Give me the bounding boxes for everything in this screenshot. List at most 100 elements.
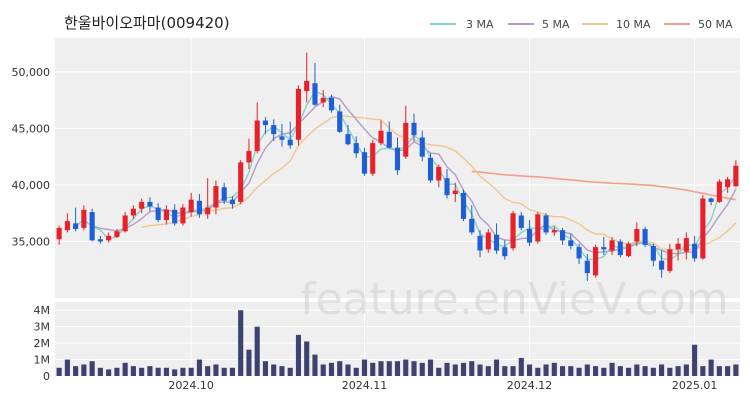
candle-body	[328, 97, 335, 111]
volume-bar	[725, 366, 731, 376]
volume-bar	[535, 367, 541, 376]
candle-body	[172, 209, 178, 224]
volume-bar	[81, 364, 87, 376]
volume-bar	[64, 359, 70, 376]
candle	[609, 236, 615, 256]
candle-body	[568, 240, 574, 246]
candle-body	[634, 229, 640, 242]
volume-bar	[188, 367, 194, 376]
candle-body	[196, 200, 202, 215]
price-y-axis: 35,000 40,000 45,000 50,000	[12, 66, 51, 249]
candle	[73, 207, 79, 232]
candle-body	[626, 243, 632, 257]
candle	[147, 197, 153, 211]
volume-bar	[345, 364, 351, 376]
candle	[700, 195, 706, 260]
candle-body	[370, 143, 376, 174]
chart-legend: 3 MA 5 MA 10 MA 50 MA	[430, 18, 733, 31]
volume-bar	[287, 367, 293, 376]
ma50-line	[471, 170, 736, 201]
candle-body	[229, 199, 235, 205]
candle-body	[295, 88, 302, 140]
candle	[89, 208, 95, 242]
volume-bar	[411, 361, 417, 376]
candle	[469, 205, 475, 235]
candle	[81, 205, 87, 231]
volume-bar	[238, 310, 244, 376]
candle	[254, 102, 260, 154]
volume-bar	[493, 359, 500, 376]
candle-body	[139, 201, 145, 209]
candle	[427, 153, 434, 183]
volume-bar	[634, 364, 640, 376]
candle-body	[411, 122, 417, 136]
candle-body	[502, 247, 508, 257]
candle-body	[692, 243, 698, 259]
candle	[370, 139, 376, 176]
candle-body	[155, 207, 161, 220]
volume-bar	[386, 361, 392, 376]
candle-body	[444, 178, 450, 196]
candle-body	[576, 247, 582, 259]
volume-bar	[328, 362, 335, 376]
candle	[155, 203, 161, 223]
candle	[543, 213, 549, 235]
volume-bar	[262, 361, 269, 376]
candle	[229, 196, 235, 209]
volume-bar	[361, 359, 368, 376]
volume-bar	[485, 366, 491, 376]
candle-body	[427, 157, 434, 181]
volume-bar	[593, 366, 599, 376]
volume-bar	[213, 364, 219, 376]
volume-bar	[155, 367, 161, 376]
volume-bar	[378, 361, 384, 376]
candle-body	[609, 240, 615, 251]
candle-body	[485, 232, 491, 250]
candle-body	[213, 186, 219, 208]
candle-body	[97, 239, 103, 242]
volume-bar	[163, 367, 169, 376]
candle	[518, 212, 524, 231]
candle	[493, 223, 500, 254]
candlestick-series	[56, 52, 739, 282]
candle	[180, 204, 186, 226]
volume-bar	[196, 359, 202, 376]
candle-body	[584, 260, 590, 274]
volume-bar	[320, 364, 326, 376]
candle	[130, 205, 136, 219]
candle	[419, 130, 425, 162]
volume-bar	[700, 366, 706, 376]
candle-body	[617, 241, 623, 256]
volume-bar	[568, 366, 574, 376]
candle-body	[130, 208, 136, 216]
candle-body	[163, 209, 169, 220]
volume-bar	[353, 367, 359, 376]
volume-bar	[246, 349, 252, 376]
volume-bar	[295, 334, 302, 376]
candle	[716, 179, 722, 204]
candle-body	[188, 199, 194, 213]
volume-bar	[526, 364, 533, 376]
volume-bar	[180, 367, 186, 376]
candle-body	[394, 147, 401, 171]
legend-label-ma3: 3 MA	[466, 18, 494, 31]
volume-bar	[510, 366, 516, 376]
volume-bar	[601, 367, 607, 376]
volume-bar	[304, 341, 310, 376]
candle-body	[279, 136, 285, 140]
candle	[452, 182, 458, 202]
candle	[56, 225, 62, 245]
candle	[551, 226, 557, 236]
volume-bar	[436, 367, 442, 376]
candle	[683, 232, 689, 260]
candle-body	[271, 125, 277, 135]
candle	[271, 119, 277, 141]
candle-body	[469, 218, 475, 233]
volume-bar	[337, 361, 343, 376]
candle-body	[535, 214, 541, 242]
candle	[139, 198, 145, 214]
candle-body	[254, 120, 260, 152]
volume-bar	[130, 366, 136, 376]
candle	[172, 204, 178, 226]
candle-body	[122, 215, 128, 232]
